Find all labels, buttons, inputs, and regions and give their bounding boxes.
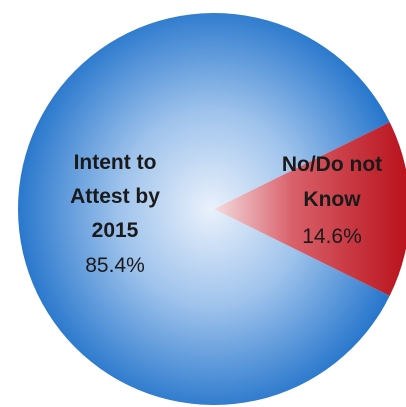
slice-label-line: Attest by (70, 185, 160, 208)
slice-label-line: 2015 (92, 219, 139, 242)
slice-label-line: Intent to (74, 151, 157, 174)
slice-label-line: Know (303, 188, 361, 211)
slice-value-label: 14.6% (302, 225, 362, 248)
slice-label-no-do-not-know: No/Do not Know 14.6% (282, 153, 382, 248)
pie-slice-intent-to-attest (17, 13, 390, 405)
slice-value-label: 85.4% (85, 254, 145, 277)
slice-label-line: No/Do not (282, 153, 382, 176)
slice-label-intent-to-attest: Intent to Attest by 2015 85.4% (70, 151, 160, 277)
pie-slice-no-do-not-know (214, 122, 406, 296)
